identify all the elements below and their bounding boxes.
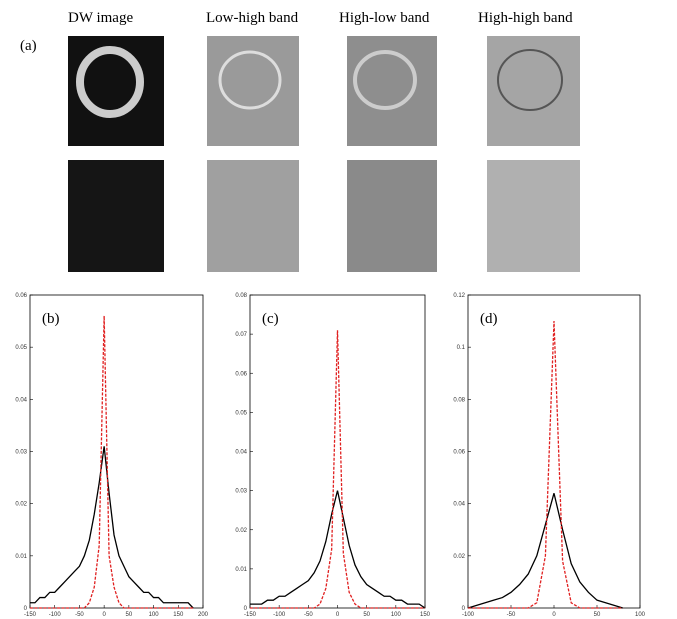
x-tick-label: -50 [304, 612, 313, 618]
series-line [467, 493, 623, 609]
y-tick-label: 0.02 [453, 554, 465, 560]
y-tick-label: 0.12 [453, 293, 465, 299]
y-tick-label: 0.1 [457, 345, 466, 351]
y-tick-label: 0.02 [235, 528, 247, 534]
y-tick-label: 0.03 [235, 489, 247, 495]
y-tick-label: 0.02 [15, 502, 27, 508]
x-tick-label: -150 [244, 612, 257, 618]
y-tick-label: 0.01 [15, 554, 27, 560]
column-title: DW image [68, 10, 133, 26]
x-tick-label: -100 [273, 612, 286, 618]
series-line [468, 321, 623, 609]
image-feature [76, 46, 144, 118]
image [207, 160, 299, 272]
column-title: High-high band [478, 10, 573, 26]
x-tick-label: 50 [363, 612, 370, 618]
x-tick-label: 150 [173, 612, 184, 618]
y-tick-label: 0.01 [235, 567, 247, 573]
x-tick-label: 0 [336, 612, 340, 618]
series-line [250, 490, 426, 609]
x-tick-label: -100 [49, 612, 62, 618]
x-tick-label: 200 [198, 612, 209, 618]
x-tick-label: 0 [552, 612, 556, 618]
series-line [30, 446, 194, 609]
column-title: Low-high band [206, 10, 299, 26]
y-tick-label: 0 [24, 606, 28, 612]
y-tick-label: 0.05 [15, 345, 27, 351]
x-tick-label: -150 [24, 612, 37, 618]
x-tick-label: -100 [462, 612, 475, 618]
panel-label: (c) [262, 311, 279, 327]
panel-label: (d) [480, 311, 498, 327]
x-tick-label: 100 [635, 612, 646, 618]
y-tick-label: 0.04 [235, 450, 247, 456]
plot-frame [29, 294, 204, 609]
series-line [250, 330, 425, 609]
y-tick-label: 0.06 [15, 293, 27, 299]
x-tick-label: 100 [149, 612, 160, 618]
y-tick-label: 0.04 [453, 502, 465, 508]
panel-label: (b) [42, 311, 60, 327]
image-feature [497, 49, 563, 111]
x-tick-label: -50 [75, 612, 84, 618]
x-tick-label: 150 [420, 612, 431, 618]
image [347, 160, 437, 272]
y-tick-label: 0.06 [235, 371, 247, 377]
x-tick-label: 0 [102, 612, 106, 618]
column-title: High-low band [339, 10, 430, 26]
panel-label: (a) [20, 38, 37, 54]
y-tick-label: 0.07 [235, 332, 247, 338]
y-tick-label: 0.05 [235, 410, 247, 416]
y-tick-label: 0.08 [235, 293, 247, 299]
image-grid [68, 36, 580, 272]
y-tick-label: 0 [244, 606, 248, 612]
x-tick-label: 50 [594, 612, 601, 618]
y-tick-label: 0.06 [453, 450, 465, 456]
image-feature [353, 50, 417, 110]
x-tick-label: -50 [507, 612, 516, 618]
series-line [30, 315, 194, 609]
y-tick-label: 0 [462, 606, 466, 612]
y-tick-label: 0.04 [15, 397, 27, 403]
x-tick-label: 50 [126, 612, 133, 618]
y-tick-label: 0.03 [15, 450, 27, 456]
image [487, 36, 580, 146]
image [487, 160, 580, 272]
plot-frame [467, 294, 641, 609]
image-feature [218, 50, 282, 110]
y-tick-label: 0.08 [453, 397, 465, 403]
image [68, 160, 164, 272]
x-tick-label: 100 [391, 612, 402, 618]
